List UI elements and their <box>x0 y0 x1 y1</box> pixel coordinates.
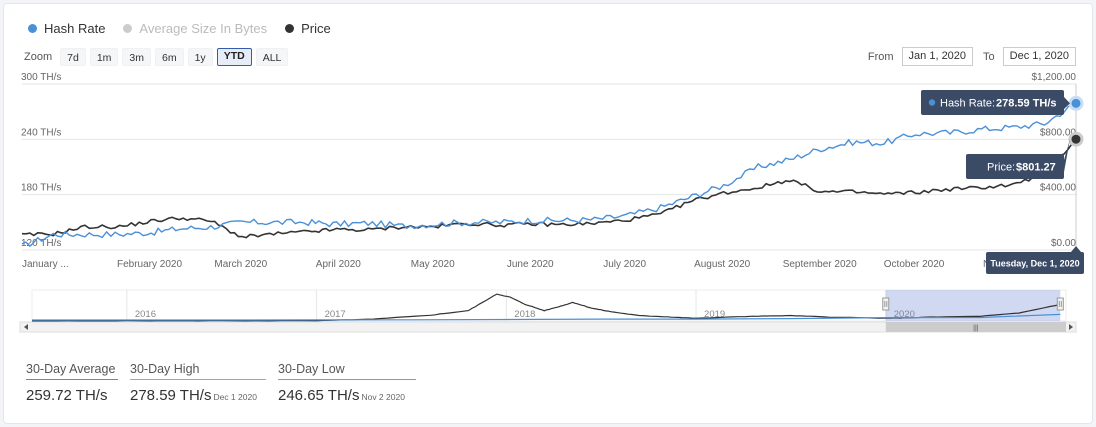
date-tooltip <box>986 252 1084 274</box>
navigator-year-label: 2016 <box>135 309 156 320</box>
hash-rate-point-marker <box>1068 95 1084 111</box>
navigator-year-label: 2019 <box>704 309 725 320</box>
zoom-1m-button[interactable]: 1m <box>89 48 119 66</box>
x-tick-label: September 2020 <box>783 259 857 270</box>
zoom-ytd-button[interactable]: YTD <box>216 48 252 66</box>
scroll-left-arrow-icon[interactable] <box>24 324 28 330</box>
y-right-tick-label: $1,200.00 <box>1032 72 1077 83</box>
x-tick-label: April 2020 <box>316 259 361 270</box>
y-right-tick-label: $0.00 <box>1051 238 1076 249</box>
price-tooltip-label: Price: <box>987 162 1015 174</box>
x-tick-label: February 2020 <box>117 259 182 270</box>
legend-item-hash-rate[interactable]: Hash Rate <box>28 21 105 36</box>
zoom-controls: Zoom 7d 1m 3m 6m 1y YTD ALL <box>24 48 289 66</box>
legend-label: Price <box>301 21 331 36</box>
zoom-label: Zoom <box>24 51 53 63</box>
stat-low: 30-Day Low 246.65 TH/s Nov 2 2020 <box>278 362 416 404</box>
x-tick-label: October 2020 <box>884 259 945 270</box>
navigator-year-label: 2018 <box>514 309 535 320</box>
navigator-handle[interactable] <box>1056 297 1064 311</box>
stat-value: 246.65 TH/s Nov 2 2020 <box>278 387 416 404</box>
chart-card: Hash Rate Average Size In Bytes Price Zo… <box>3 3 1093 424</box>
legend: Hash Rate Average Size In Bytes Price <box>28 21 331 36</box>
stat-title: 30-Day Average <box>26 362 118 380</box>
scroll-right-arrow-icon[interactable] <box>1069 324 1073 330</box>
legend-label: Average Size In Bytes <box>139 21 268 36</box>
scrollbar-thumb[interactable] <box>885 322 1066 332</box>
zoom-7d-button[interactable]: 7d <box>60 48 86 66</box>
to-date-input[interactable]: Dec 1, 2020 <box>1002 47 1076 66</box>
stat-value-text: 278.59 TH/s <box>130 387 212 404</box>
y-left-tick-label: 120 TH/s <box>21 238 61 249</box>
zoom-6m-button[interactable]: 6m <box>155 48 184 66</box>
stat-value: 278.59 TH/s Dec 1 2020 <box>130 387 266 404</box>
hash-rate-tooltip <box>921 90 1064 115</box>
legend-item-average-size[interactable]: Average Size In Bytes <box>123 21 267 36</box>
y-left-tick-label: 180 TH/s <box>21 183 61 194</box>
stat-high: 30-Day High 278.59 TH/s Dec 1 2020 <box>130 362 266 404</box>
stat-date: Nov 2 2020 <box>361 392 405 402</box>
zoom-1y-button[interactable]: 1y <box>187 48 213 66</box>
price-dot-icon <box>285 24 295 33</box>
hash-rate-tooltip-label: Hash Rate: <box>940 98 995 110</box>
y-left-tick-label: 240 TH/s <box>21 127 61 138</box>
y-right-tick-label: $800.00 <box>1040 127 1077 138</box>
price-tooltip <box>966 154 1064 179</box>
scrollbar-track[interactable] <box>19 321 1077 333</box>
date-range: From Jan 1, 2020 To Dec 1, 2020 <box>868 47 1076 66</box>
navigator-year-label: 2020 <box>894 309 915 320</box>
x-tick-label: May 2020 <box>411 259 455 270</box>
x-tick-label: August 2020 <box>694 259 751 270</box>
to-label: To <box>983 50 995 63</box>
navigator-hash-line <box>32 313 1061 321</box>
stat-title: 30-Day High <box>130 362 266 380</box>
stat-value-text: 246.65 TH/s <box>278 387 360 404</box>
x-tick-label: January ... <box>22 259 69 270</box>
legend-label: Hash Rate <box>44 21 106 36</box>
y-right-tick-label: $400.00 <box>1040 183 1077 194</box>
stat-date: Dec 1 2020 <box>213 392 257 402</box>
y-left-tick-label: 300 TH/s <box>21 72 61 83</box>
price-tooltip-value: $801.27 <box>1016 162 1056 174</box>
average-size-dot-icon <box>123 24 133 33</box>
stat-average: 30-Day Average 259.72 TH/s <box>26 362 118 404</box>
from-label: From <box>867 50 894 63</box>
zoom-all-button[interactable]: ALL <box>255 48 289 66</box>
hash-rate-tooltip-value: 278.59 TH/s <box>996 98 1057 110</box>
from-date-input[interactable]: Jan 1, 2020 <box>901 47 974 66</box>
hash-rate-dot-icon <box>28 24 37 33</box>
zoom-3m-button[interactable]: 3m <box>122 48 151 66</box>
x-tick-label: July 2020 <box>603 259 646 270</box>
hash-rate-tooltip-pointer <box>1064 97 1070 109</box>
stat-value: 259.72 TH/s <box>26 387 118 404</box>
navigator-area <box>31 289 1067 322</box>
navigator-handle[interactable] <box>882 297 890 311</box>
price-tooltip-pointer <box>1064 139 1070 172</box>
stats-row: 30-Day Average 259.72 TH/s 30-Day High 2… <box>26 362 416 404</box>
navigator-year-label: 2017 <box>325 309 346 320</box>
price-point-marker <box>1068 131 1084 147</box>
legend-item-price[interactable]: Price <box>285 21 331 36</box>
hash-rate-series-line <box>21 102 1077 248</box>
tooltip-dot-icon <box>928 99 936 106</box>
x-tick-label: March 2020 <box>214 259 267 270</box>
stat-value-text: 259.72 TH/s <box>26 387 108 404</box>
stat-title: 30-Day Low <box>278 362 416 380</box>
price-series-line <box>21 138 1077 239</box>
x-tick-label: June 2020 <box>507 259 554 270</box>
scrollbar-grip-icon: ||| <box>973 325 979 332</box>
date-tooltip-text: Tuesday, Dec 1, 2020 <box>990 259 1079 269</box>
date-tooltip-pointer <box>1071 246 1081 252</box>
